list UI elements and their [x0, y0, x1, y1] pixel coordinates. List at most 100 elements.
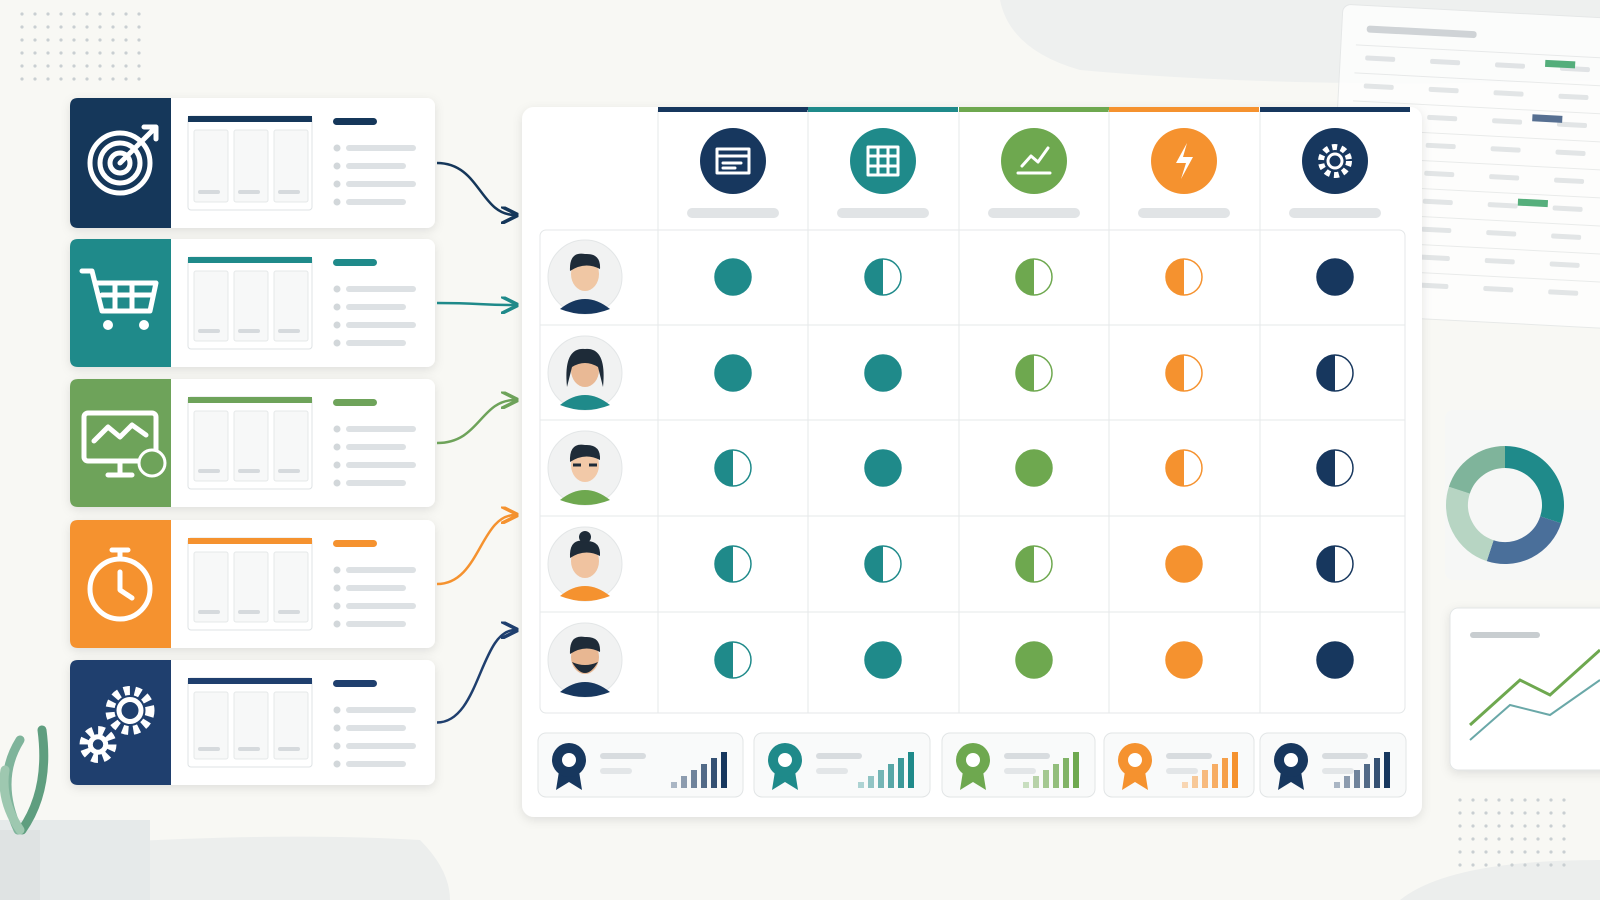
bg-dot [59, 64, 63, 68]
icon-cart [79, 268, 159, 314]
bg-sheet-cell [1495, 62, 1526, 69]
avatar-hair [569, 540, 601, 558]
bg-dot [1497, 798, 1501, 802]
icon-gear-ring [87, 734, 109, 755]
harvey-ball [1316, 354, 1354, 392]
bg-dot [111, 77, 115, 81]
badge-bar [888, 764, 894, 788]
icon-target [87, 130, 153, 196]
mini-screen-text [238, 610, 260, 614]
card-line [346, 145, 416, 151]
feature-card [70, 98, 435, 228]
bg-dot [111, 51, 115, 55]
bg-dot [85, 64, 89, 68]
bg-dot [1458, 798, 1462, 802]
bg-dot [1536, 798, 1540, 802]
mini-screen-text [198, 747, 220, 751]
harvey-ball [1165, 449, 1203, 487]
bg-dot [111, 25, 115, 29]
bg-dot [20, 51, 24, 55]
harvey-ball-fill [1016, 642, 1052, 678]
bg-sheet-tag [1517, 198, 1549, 208]
bg-dot [59, 38, 63, 42]
icon-target [107, 150, 133, 176]
harvey-ball [714, 545, 752, 583]
card-line [346, 761, 406, 767]
badge-bar [1182, 782, 1188, 788]
avatar-shirt [560, 395, 610, 410]
mini-screen-bar [188, 678, 312, 684]
bg-dot [33, 64, 37, 68]
bg-sheet-cell [1363, 83, 1394, 90]
bg-sheet-cell [1493, 90, 1524, 97]
connector-arrow [436, 630, 515, 724]
harvey-ball-fill [715, 450, 733, 486]
bg-dot [1536, 837, 1540, 841]
icon-arrow [117, 124, 159, 166]
mini-screen-cell [273, 129, 309, 203]
mini-screen-cell [273, 270, 309, 342]
badge-bar [721, 752, 727, 788]
avatar-hair [569, 253, 601, 271]
harvey-ball-fill [865, 450, 901, 486]
card-bullet [333, 285, 341, 293]
bg-dot [1510, 824, 1514, 828]
bg-dot [59, 12, 63, 16]
badge-bar [1053, 764, 1059, 788]
card-line [346, 707, 416, 713]
grid-frame [539, 229, 1406, 714]
badge-bar [1364, 764, 1370, 788]
badge-line [816, 768, 848, 774]
badge-bar [1033, 776, 1039, 788]
badge-bar [681, 776, 687, 788]
mini-screen-text [238, 190, 260, 194]
bg-dot [137, 38, 141, 42]
bg-dot [1458, 811, 1462, 815]
column-icon-glyph [1176, 143, 1193, 179]
badge-bar [858, 782, 864, 788]
mini-screen-cell [193, 270, 229, 342]
harvey-ball-fill [1016, 355, 1034, 391]
bg-sheet-bar [1366, 25, 1477, 39]
column-icon [850, 128, 916, 194]
bg-dot [1471, 798, 1475, 802]
bg-donut [1504, 446, 1564, 524]
bg-dot [33, 51, 37, 55]
badge-line [816, 753, 862, 759]
bg-dot [1484, 837, 1488, 841]
bg-dot [33, 77, 37, 81]
bg-dot [85, 25, 89, 29]
badge-bar [1073, 752, 1079, 788]
bg-dot [111, 64, 115, 68]
bg-dot [46, 12, 50, 16]
bg-dot [1497, 850, 1501, 854]
harvey-ball [1165, 641, 1203, 679]
bg-dot [1484, 798, 1488, 802]
card-bullet [333, 479, 341, 487]
badge-card [1103, 732, 1255, 798]
bg-dot [124, 25, 128, 29]
card-line [346, 426, 416, 432]
bg-dot [98, 12, 102, 16]
harvey-ball [714, 449, 752, 487]
bg-donut [1448, 446, 1506, 495]
mini-screen-cell [233, 691, 269, 760]
card-line [346, 462, 416, 468]
badge-bar [701, 764, 707, 788]
mini-screen-text [238, 469, 260, 473]
mini-screen-cell [273, 410, 309, 482]
badge-card [941, 732, 1096, 798]
harvey-ball-fill [1317, 642, 1353, 678]
harvey-ball [1015, 641, 1053, 679]
bg-dot [1484, 850, 1488, 854]
card-bullet [333, 180, 341, 188]
column-label-placeholder [988, 208, 1080, 218]
bg-donut [1446, 486, 1495, 562]
bg-dot [1510, 863, 1514, 867]
bg-dot [124, 51, 128, 55]
bg-line [1469, 679, 1600, 741]
avatar-beard [572, 662, 598, 673]
mini-screen-cell [193, 410, 229, 482]
bg-dot [1458, 863, 1462, 867]
card-bullet [333, 724, 341, 732]
